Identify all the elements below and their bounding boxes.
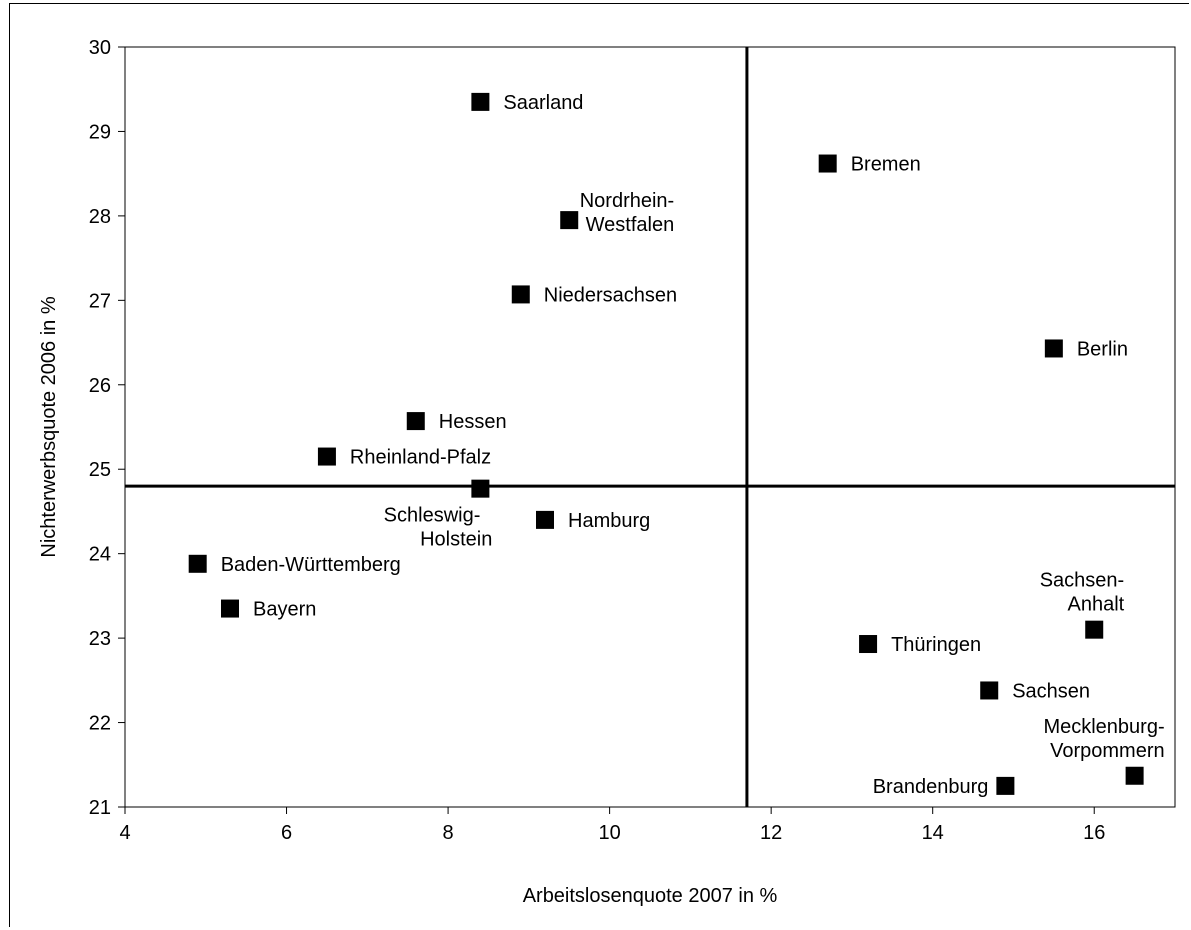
data-point [188, 554, 207, 573]
data-point [511, 285, 530, 304]
point-label: Mecklenburg- [1043, 716, 1164, 738]
point-label: Anhalt [1068, 594, 1125, 616]
y-tick-label: 26 [89, 375, 111, 397]
data-point [560, 211, 579, 230]
data-point [471, 92, 490, 111]
data-point [221, 599, 239, 618]
y-tick-label: 24 [89, 544, 111, 566]
data-point [996, 776, 1015, 795]
x-tick-label: 10 [598, 822, 620, 844]
data-point [406, 412, 425, 431]
y-tick-label: 23 [89, 628, 111, 650]
axes-layer: 4 6 8 10 12 14 16 21 22 23 24 25 26 27 28 29 30 [89, 37, 1176, 844]
data-point [818, 154, 837, 173]
plot-area [124, 46, 1176, 808]
x-axis-title: Arbeitslosenquote 2007 in % [523, 885, 778, 907]
data-point [1125, 766, 1144, 785]
point-label: Brandenburg [873, 776, 989, 798]
y-tick-label: 30 [89, 37, 111, 59]
y-tick-label: 22 [89, 713, 111, 735]
x-tick-label: 6 [281, 822, 292, 844]
x-tick-label: 14 [922, 822, 944, 844]
x-tick-label: 12 [760, 822, 782, 844]
y-tick-label: 27 [89, 290, 111, 312]
y-tick-label: 25 [89, 459, 111, 481]
y-tick-label: 29 [89, 121, 111, 143]
data-points [188, 92, 1144, 795]
reference-lines [125, 47, 1175, 807]
x-tick-label: 4 [119, 822, 130, 844]
y-tick-label: 28 [89, 206, 111, 228]
point-label: Hessen [439, 411, 507, 433]
data-point [859, 635, 878, 654]
data-point [1085, 620, 1104, 639]
data-point [980, 681, 999, 700]
point-label: Vorpommern [1050, 740, 1165, 762]
x-tick-label: 8 [443, 822, 454, 844]
data-point [536, 510, 554, 529]
point-label: Thüringen [891, 634, 981, 656]
point-label: Niedersachsen [544, 284, 677, 306]
point-labels: Saarland Bremen Nordrhein-Westfalen Nieders… [221, 92, 1165, 798]
point-label: Sachsen [1012, 680, 1090, 702]
point-label: Saarland [503, 92, 583, 114]
point-label: Sachsen- [1040, 570, 1125, 592]
y-axis-title: Nichterwerbsquote 2006 in % [38, 296, 60, 557]
point-label: Schleswig- [384, 505, 481, 527]
point-label: Bayern [253, 599, 316, 621]
point-label: Berlin [1077, 338, 1128, 360]
y-tick-label: 21 [89, 797, 111, 819]
point-label: Holstein [420, 529, 492, 551]
point-label: Hamburg [568, 510, 650, 532]
point-label: Baden-Württemberg [221, 554, 401, 576]
x-tick-label: 16 [1083, 822, 1105, 844]
point-label: Bremen [851, 154, 921, 176]
point-label: Nordrhein- [580, 190, 674, 212]
point-label: Westfalen [586, 214, 675, 236]
data-point [1044, 339, 1063, 358]
data-point [471, 479, 490, 498]
data-point [317, 447, 336, 466]
chart-frame [9, 3, 1189, 927]
point-label: Rheinland-Pfalz [350, 447, 491, 469]
